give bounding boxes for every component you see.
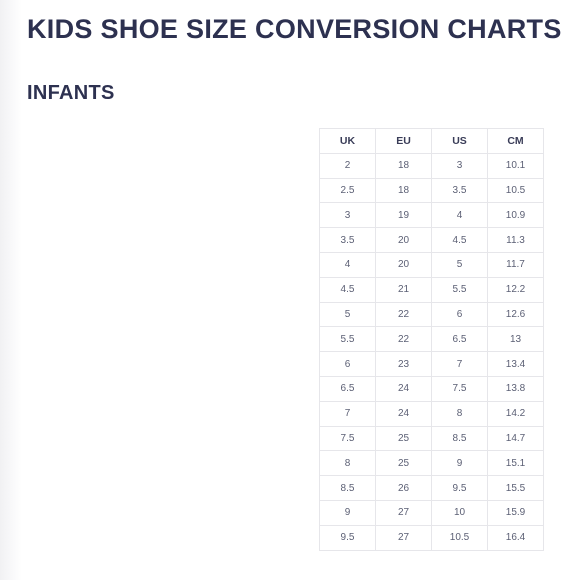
cell-us: 6 [431, 301, 488, 328]
cell-eu: 25 [375, 425, 432, 452]
cell-uk: 2 [319, 152, 376, 179]
cell-uk: 5 [319, 301, 376, 328]
table-row: 6 23 7 13.4 [319, 351, 544, 377]
cell-cm: 13.4 [487, 351, 544, 377]
cell-us: 8 [431, 400, 488, 427]
cell-cm: 13 [487, 326, 544, 353]
cell-us: 9.5 [431, 475, 488, 501]
cell-cm: 16.4 [487, 524, 544, 551]
table-row: 8 25 9 15.1 [319, 450, 544, 477]
cell-uk: 7.5 [319, 425, 376, 452]
cell-cm: 15.9 [487, 499, 544, 526]
cell-us: 3.5 [431, 177, 488, 204]
cell-cm: 10.1 [487, 152, 544, 179]
table-row: 4 20 5 11.7 [319, 251, 544, 278]
cell-eu: 22 [375, 326, 432, 353]
column-header-eu: EU [375, 128, 432, 154]
column-header-us: US [431, 128, 488, 154]
table-row: 9.5 27 10.5 16.4 [319, 524, 544, 551]
infant-size-table: UK EU US CM 2 18 3 10.1 2.5 18 3.5 10.5 3 19 4 10.9… [319, 128, 544, 551]
cell-uk: 3 [319, 202, 376, 229]
cell-us: 5 [431, 251, 488, 278]
table-row: 3.5 20 4.5 11.3 [319, 227, 544, 253]
cell-uk: 6 [319, 351, 376, 377]
cell-uk: 8.5 [319, 475, 376, 501]
table-row: 4.5 21 5.5 12.2 [319, 276, 544, 303]
cell-uk: 7 [319, 400, 376, 427]
cell-eu: 19 [375, 202, 432, 229]
table-header-row: UK EU US CM [319, 128, 544, 154]
cell-us: 4.5 [431, 227, 488, 253]
cell-us: 3 [431, 152, 488, 179]
cell-us: 8.5 [431, 425, 488, 452]
table-row: 5.5 22 6.5 13 [319, 326, 544, 353]
cell-cm: 10.5 [487, 177, 544, 204]
column-header-cm: CM [487, 128, 544, 154]
cell-eu: 18 [375, 152, 432, 179]
cell-cm: 14.7 [487, 425, 544, 452]
cell-uk: 3.5 [319, 227, 376, 253]
cell-eu: 26 [375, 475, 432, 501]
cell-eu: 24 [375, 400, 432, 427]
table-row: 7.5 25 8.5 14.7 [319, 425, 544, 452]
cell-us: 4 [431, 202, 488, 229]
cell-cm: 10.9 [487, 202, 544, 229]
cell-eu: 20 [375, 227, 432, 253]
cell-cm: 11.3 [487, 227, 544, 253]
section-title-infants: INFANTS [27, 82, 115, 104]
cell-eu: 22 [375, 301, 432, 328]
cell-us: 7.5 [431, 375, 488, 402]
cell-uk: 2.5 [319, 177, 376, 204]
cell-cm: 11.7 [487, 251, 544, 278]
left-edge-shadow [0, 0, 22, 580]
cell-eu: 27 [375, 524, 432, 551]
table-row: 8.5 26 9.5 15.5 [319, 475, 544, 501]
cell-eu: 25 [375, 450, 432, 477]
table-row: 7 24 8 14.2 [319, 400, 544, 427]
column-header-uk: UK [319, 128, 376, 154]
table-body: 2 18 3 10.1 2.5 18 3.5 10.5 3 19 4 10.9 3.5 20 4.5 11.3… [319, 152, 544, 551]
cell-uk: 5.5 [319, 326, 376, 353]
cell-eu: 18 [375, 177, 432, 204]
table-row: 6.5 24 7.5 13.8 [319, 375, 544, 402]
cell-us: 7 [431, 351, 488, 377]
cell-uk: 8 [319, 450, 376, 477]
table-row: 2.5 18 3.5 10.5 [319, 177, 544, 204]
cell-eu: 23 [375, 351, 432, 377]
table-row: 2 18 3 10.1 [319, 152, 544, 179]
table-row: 3 19 4 10.9 [319, 202, 544, 229]
cell-uk: 6.5 [319, 375, 376, 402]
cell-eu: 24 [375, 375, 432, 402]
cell-cm: 12.2 [487, 276, 544, 303]
cell-cm: 12.6 [487, 301, 544, 328]
cell-cm: 14.2 [487, 400, 544, 427]
cell-uk: 9.5 [319, 524, 376, 551]
cell-cm: 15.1 [487, 450, 544, 477]
cell-us: 10 [431, 499, 488, 526]
cell-eu: 27 [375, 499, 432, 526]
page-title: KIDS SHOE SIZE CONVERSION CHARTS [27, 14, 562, 44]
cell-us: 6.5 [431, 326, 488, 353]
cell-us: 9 [431, 450, 488, 477]
table-row: 5 22 6 12.6 [319, 301, 544, 328]
cell-eu: 21 [375, 276, 432, 303]
cell-us: 5.5 [431, 276, 488, 303]
cell-eu: 20 [375, 251, 432, 278]
cell-cm: 13.8 [487, 375, 544, 402]
cell-cm: 15.5 [487, 475, 544, 501]
cell-uk: 4.5 [319, 276, 376, 303]
cell-uk: 9 [319, 499, 376, 526]
cell-us: 10.5 [431, 524, 488, 551]
table-row: 9 27 10 15.9 [319, 499, 544, 526]
cell-uk: 4 [319, 251, 376, 278]
